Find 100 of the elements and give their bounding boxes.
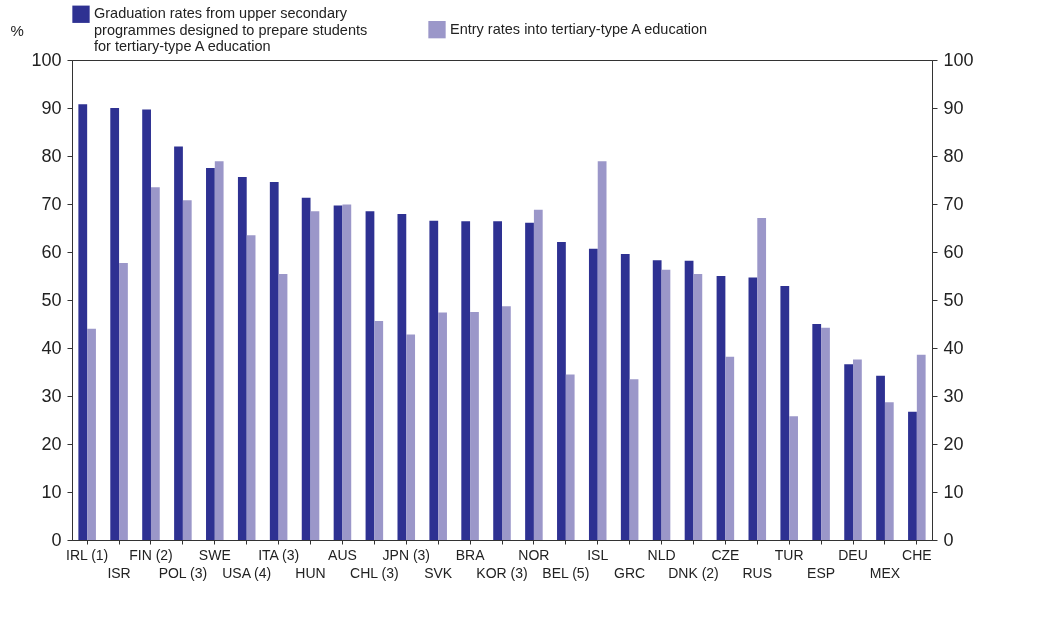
y2-tick-label: 30 xyxy=(943,385,964,406)
x-tick-label: SWE xyxy=(198,546,231,563)
bar xyxy=(502,306,511,540)
x-tick-label: ITA (3) xyxy=(258,546,300,563)
bar xyxy=(110,108,120,540)
x-tick-label: DEU xyxy=(838,546,868,563)
bar xyxy=(693,274,703,540)
bar xyxy=(908,411,917,540)
bar xyxy=(716,276,726,540)
y-tick-label: 40 xyxy=(41,337,62,358)
x-tick-label: USA (4) xyxy=(222,564,272,581)
y-tick-label: 30 xyxy=(41,385,62,406)
x-tick-label: BRA xyxy=(455,546,486,563)
x-tick-label: MEX xyxy=(869,564,901,581)
x-tick-label: CHE xyxy=(902,546,932,563)
bar xyxy=(821,327,830,540)
bar xyxy=(493,221,502,540)
bar xyxy=(533,209,543,540)
bar xyxy=(78,104,88,540)
y-axis-title: % xyxy=(10,21,24,39)
bar xyxy=(780,286,790,540)
bar xyxy=(789,416,798,540)
x-tick-label: CHL (3) xyxy=(350,564,399,581)
x-tick-label: ISL xyxy=(587,546,609,563)
bar xyxy=(206,168,215,540)
bar xyxy=(406,334,416,540)
x-tick-label: IRL (1) xyxy=(66,546,109,563)
y2-tick-label: 0 xyxy=(943,529,954,550)
bar xyxy=(438,312,447,540)
bar xyxy=(748,277,758,540)
x-tick-label: SVK xyxy=(424,564,453,581)
y2-tick-label: 10 xyxy=(943,481,964,502)
y2-tick-label: 80 xyxy=(943,145,964,166)
x-tick-label: JPN (3) xyxy=(382,546,430,563)
x-tick-label: FIN (2) xyxy=(129,546,173,563)
x-tick-label: GRC xyxy=(614,564,646,581)
x-tick-label: HUN xyxy=(295,564,326,581)
x-tick-label: CZE xyxy=(711,546,740,563)
y-tick-label: 100 xyxy=(31,49,62,70)
y-tick-label: 60 xyxy=(41,241,62,262)
bar xyxy=(684,260,694,540)
bar xyxy=(470,312,479,540)
x-tick-label: DNK (2) xyxy=(668,564,719,581)
x-tick-label: ESP xyxy=(807,564,836,581)
bar xyxy=(214,161,224,540)
bar xyxy=(310,211,320,540)
bar xyxy=(397,214,407,540)
bar xyxy=(246,235,256,540)
y-tick-label: 10 xyxy=(41,481,62,502)
bar xyxy=(629,379,639,540)
x-tick-label: KOR (3) xyxy=(476,564,528,581)
bar xyxy=(853,359,862,540)
bar xyxy=(182,200,192,540)
bar xyxy=(876,375,885,540)
bar xyxy=(174,146,183,540)
bar xyxy=(525,222,534,540)
bar xyxy=(374,321,384,540)
bar xyxy=(342,204,352,540)
legend-label: Entry rates into tertiary-type A education xyxy=(450,20,708,37)
x-tick-label: BEL (5) xyxy=(542,564,590,581)
bar xyxy=(916,354,926,540)
y-tick-label: 70 xyxy=(41,193,62,214)
bar xyxy=(884,402,894,540)
y2-tick-label: 20 xyxy=(943,433,964,454)
x-tick-label: TUR xyxy=(774,546,804,563)
y2-tick-label: 60 xyxy=(943,241,964,262)
bar xyxy=(844,364,854,540)
bar xyxy=(725,356,735,540)
y-tick-label: 50 xyxy=(41,289,62,310)
bar xyxy=(87,328,96,540)
x-tick-label: NOR xyxy=(518,546,550,563)
y2-tick-label: 70 xyxy=(943,193,964,214)
y2-tick-label: 100 xyxy=(943,49,974,70)
y2-tick-label: 90 xyxy=(943,97,964,118)
bar xyxy=(588,248,598,540)
bar xyxy=(278,274,288,540)
bar xyxy=(661,269,671,540)
x-tick-label: AUS xyxy=(328,546,357,563)
bar xyxy=(565,374,575,540)
bar xyxy=(652,260,662,540)
y2-tick-label: 50 xyxy=(943,289,964,310)
y-tick-label: 80 xyxy=(41,145,62,166)
y2-tick-label: 40 xyxy=(943,337,964,358)
y-tick-label: 0 xyxy=(51,529,62,550)
bar xyxy=(757,217,767,540)
x-tick-label: POL (3) xyxy=(158,564,208,581)
x-tick-label: NLD xyxy=(647,546,676,563)
bar xyxy=(365,211,375,540)
legend-label: Graduation rates from upper secondary programmes designed to prepare students for tertiary-type A education xyxy=(94,5,368,55)
x-tick-label: ISR xyxy=(107,564,131,581)
bar xyxy=(812,324,822,540)
bar xyxy=(620,253,630,540)
bar xyxy=(119,263,128,540)
bar xyxy=(150,187,160,540)
bar xyxy=(301,197,311,540)
y-tick-label: 20 xyxy=(41,433,62,454)
bar xyxy=(269,181,279,540)
bar xyxy=(142,109,151,540)
bar xyxy=(333,205,343,540)
x-tick-label: RUS xyxy=(742,564,773,581)
